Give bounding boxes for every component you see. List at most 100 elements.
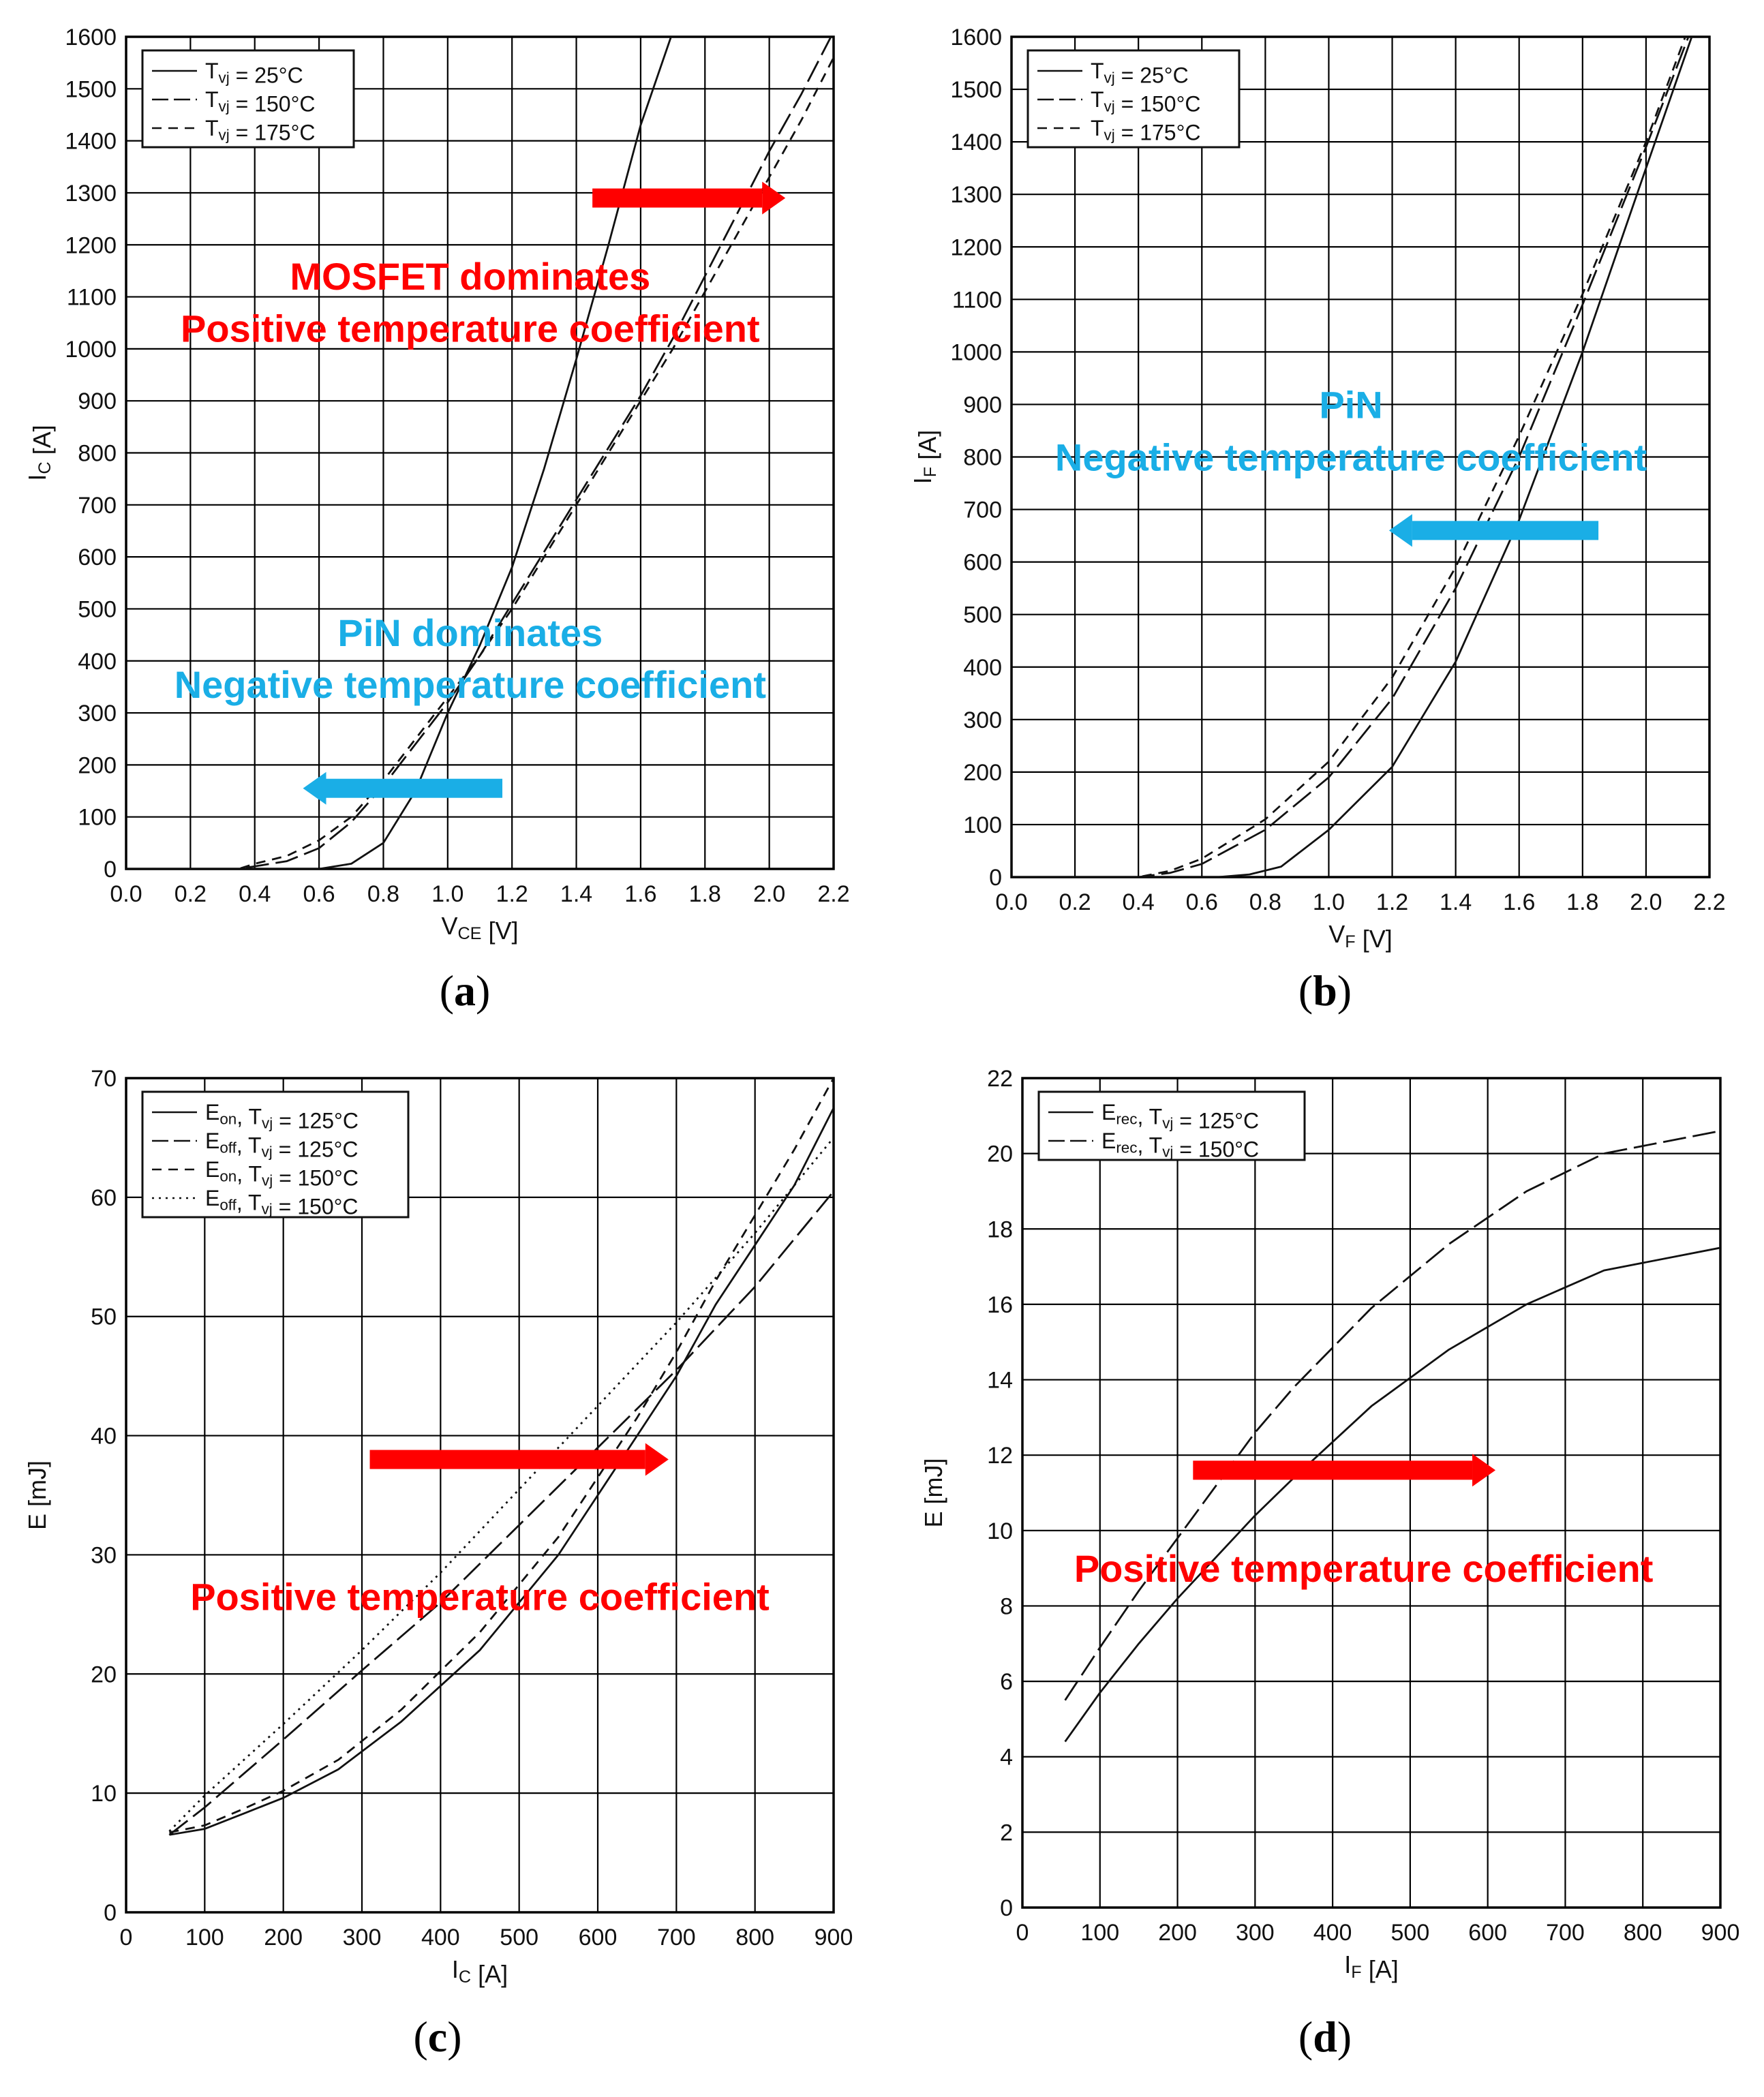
x-tick-label: 100 xyxy=(1080,1920,1119,1946)
x-axis-title-sub: CE xyxy=(457,924,481,943)
y-tick-label: 50 xyxy=(91,1304,117,1330)
legend-entry: Tvj = 175°C xyxy=(1091,116,1200,144)
x-axis-title-unit: [V] xyxy=(1356,925,1393,953)
y-tick-label: 14 xyxy=(987,1368,1013,1394)
legend-main: E xyxy=(205,1186,219,1210)
y-tick-label: 40 xyxy=(91,1424,117,1450)
legend-sub: vj xyxy=(1104,126,1115,143)
annotation-text: PiN dominates xyxy=(337,611,603,654)
legend-text: = 175°C xyxy=(1115,120,1201,144)
caption-paren: ) xyxy=(476,966,490,1015)
legend-sub: rec xyxy=(1116,1110,1137,1127)
x-tick-label: 600 xyxy=(1468,1920,1507,1946)
legend-text: = 25°C xyxy=(230,63,303,87)
legend-text: = 125°C xyxy=(1173,1109,1259,1133)
legend-entry: Tvj = 175°C xyxy=(205,116,315,144)
y-tick-label: 0 xyxy=(989,865,1002,891)
legend-text: = 150°C xyxy=(273,1166,359,1191)
legend-main: T xyxy=(205,116,219,140)
legend-text: = 150°C xyxy=(1173,1137,1259,1162)
x-axis-title-unit: [A] xyxy=(1362,1955,1399,1983)
x-tick-label: 0.0 xyxy=(110,881,142,907)
y-tick-label: 20 xyxy=(987,1142,1013,1167)
annotation-arrow-head xyxy=(1472,1454,1496,1487)
legend-sub: vj xyxy=(1104,97,1115,114)
legend-sub: on xyxy=(219,1167,237,1184)
y-tick-label: 300 xyxy=(78,701,117,726)
y-tick-label: 1200 xyxy=(65,232,117,258)
legend-main: T xyxy=(1091,59,1104,83)
y-tick-label: 20 xyxy=(91,1662,117,1687)
annotation-text: Positive temperature coefficient xyxy=(190,1576,770,1619)
y-tick-label: 300 xyxy=(963,707,1002,733)
x-tick-label: 800 xyxy=(735,1925,774,1950)
x-tick-label: 500 xyxy=(500,1925,538,1950)
x-tick-label: 500 xyxy=(1391,1920,1430,1946)
annotation-arrow-shaft xyxy=(592,188,763,208)
y-tick-label: 1100 xyxy=(952,287,1002,313)
annotation-text: PiN xyxy=(1319,383,1382,426)
annotation-arrow-head xyxy=(645,1443,669,1476)
caption-paren: ( xyxy=(440,966,454,1015)
x-axis-title-sub: F xyxy=(1351,1963,1361,1982)
legend-sub: vj xyxy=(262,1201,273,1218)
y-tick-label: 500 xyxy=(963,602,1002,628)
x-tick-label: 200 xyxy=(1158,1920,1197,1946)
series-line-3 xyxy=(1012,37,1687,877)
plot-frame xyxy=(1010,35,1711,878)
y-tick-label: 0 xyxy=(104,857,117,883)
x-tick-label: 1.4 xyxy=(560,881,592,907)
annotation-arrow-head xyxy=(762,181,786,215)
x-tick-label: 400 xyxy=(1313,1920,1352,1946)
y-tick-label: 6 xyxy=(1000,1669,1013,1695)
caption-letter: b xyxy=(1313,966,1337,1015)
series-line-1 xyxy=(1012,37,1693,877)
legend-text: = 150°C xyxy=(1115,91,1201,116)
legend-entry: Eoff, Tvj = 150°C xyxy=(205,1186,359,1219)
annotation-arrow-head xyxy=(1388,514,1412,547)
legend-sub: vj xyxy=(219,69,230,86)
x-tick-label: 900 xyxy=(1701,1920,1740,1946)
x-tick-label: 600 xyxy=(579,1925,618,1950)
x-tick-label: 0.8 xyxy=(1249,889,1281,915)
y-tick-label: 1600 xyxy=(950,25,1002,50)
y-tick-label: 1300 xyxy=(950,182,1002,208)
legend-sub: vj xyxy=(1162,1115,1173,1132)
y-tick-label: 800 xyxy=(78,441,117,467)
x-tick-label: 0 xyxy=(120,1925,133,1950)
x-axis-title: IF [A] xyxy=(1344,1950,1398,1983)
y-axis-title: IF [A] xyxy=(909,430,941,484)
legend-entry: Eon, Tvj = 125°C xyxy=(205,1100,359,1133)
caption-letter: a xyxy=(454,966,476,1015)
x-axis-title-sub: C xyxy=(459,1968,471,1987)
legend-text: = 125°C xyxy=(273,1109,359,1133)
x-tick-label: 0.6 xyxy=(303,881,335,907)
x-axis-title-main: I xyxy=(1344,1950,1351,1978)
x-tick-label: 2.2 xyxy=(1693,889,1725,915)
annotation-text: Positive temperature coefficient xyxy=(1074,1547,1654,1590)
series-line-2 xyxy=(1064,1130,1720,1701)
legend-text: , T xyxy=(1137,1133,1162,1157)
y-tick-label: 1100 xyxy=(67,285,117,311)
y-tick-label: 700 xyxy=(963,498,1002,523)
y-axis-title-sub: C xyxy=(35,461,55,474)
subfigure-caption: (c) xyxy=(413,2012,461,2061)
x-tick-label: 700 xyxy=(657,1925,696,1950)
y-tick-label: 1500 xyxy=(950,77,1002,103)
legend-entry: Eon, Tvj = 150°C xyxy=(205,1157,359,1191)
y-tick-label: 100 xyxy=(78,805,117,831)
legend-sub: rec xyxy=(1116,1139,1137,1156)
legend-text: , T xyxy=(237,1104,262,1129)
caption-paren: ) xyxy=(447,2012,461,2061)
x-tick-label: 700 xyxy=(1546,1920,1585,1946)
legend-entry: Tvj = 150°C xyxy=(205,87,315,116)
annotation-arrow-head xyxy=(303,771,326,805)
x-tick-label: 2.2 xyxy=(817,881,849,907)
y-tick-label: 400 xyxy=(963,655,1002,681)
y-axis-title: E [mJ] xyxy=(23,1460,51,1530)
x-tick-label: 0.6 xyxy=(1186,889,1218,915)
y-tick-label: 1400 xyxy=(950,129,1002,155)
series-line-1 xyxy=(126,37,672,869)
x-tick-label: 1.8 xyxy=(1566,889,1598,915)
